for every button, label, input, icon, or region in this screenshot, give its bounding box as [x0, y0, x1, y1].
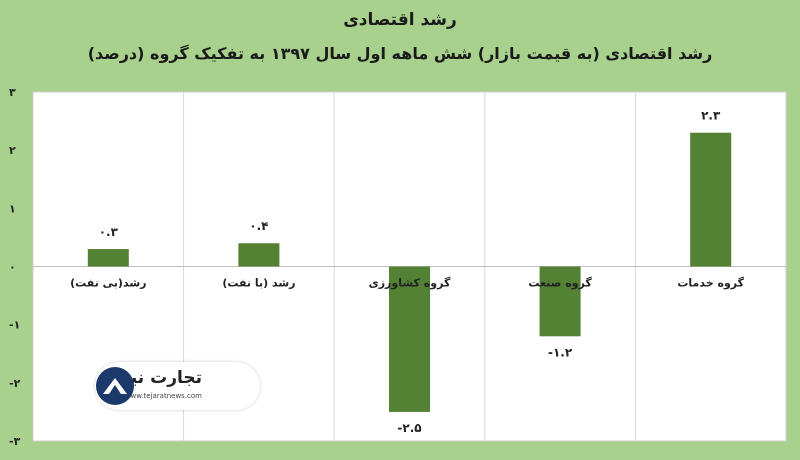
bar [690, 132, 732, 267]
y-tick-label: ۰ [9, 261, 16, 274]
watermark-logo: تجارت نیوز www.tejaratnews.com [95, 362, 260, 410]
chart-title: رشد اقتصادی [343, 10, 457, 30]
y-tick-label: -۳ [9, 435, 21, 448]
category-label: گروه خدمات [677, 277, 744, 290]
bar [238, 243, 280, 267]
category-label: رشد (با نفت) [222, 277, 295, 290]
chart-subtitle: رشد اقتصادی (به قیمت بازار) شش ماهه اول … [87, 44, 713, 63]
category-label: گروه کشاورزی [369, 277, 451, 290]
y-tick-label: ۳ [9, 86, 16, 99]
category-label: رشد(بی نفت) [70, 277, 146, 290]
logo-url: www.tejaratnews.com [124, 392, 202, 400]
bar [87, 249, 129, 267]
data-label: ۰.۳ [99, 225, 119, 239]
category-label: گروه صنعت [528, 277, 592, 290]
data-label: ۲.۳ [701, 109, 721, 123]
bar [389, 266, 430, 412]
bar [539, 266, 581, 337]
data-label: ۰.۴ [249, 219, 268, 233]
y-tick-label: -۱ [9, 319, 20, 332]
y-tick-label: ۱ [9, 202, 16, 215]
data-label: -۱.۲ [548, 345, 573, 359]
data-label: -۲.۵ [397, 421, 421, 435]
y-tick-label: -۲ [9, 377, 21, 390]
logo-mark-icon [96, 367, 134, 405]
y-tick-label: ۲ [9, 144, 16, 157]
